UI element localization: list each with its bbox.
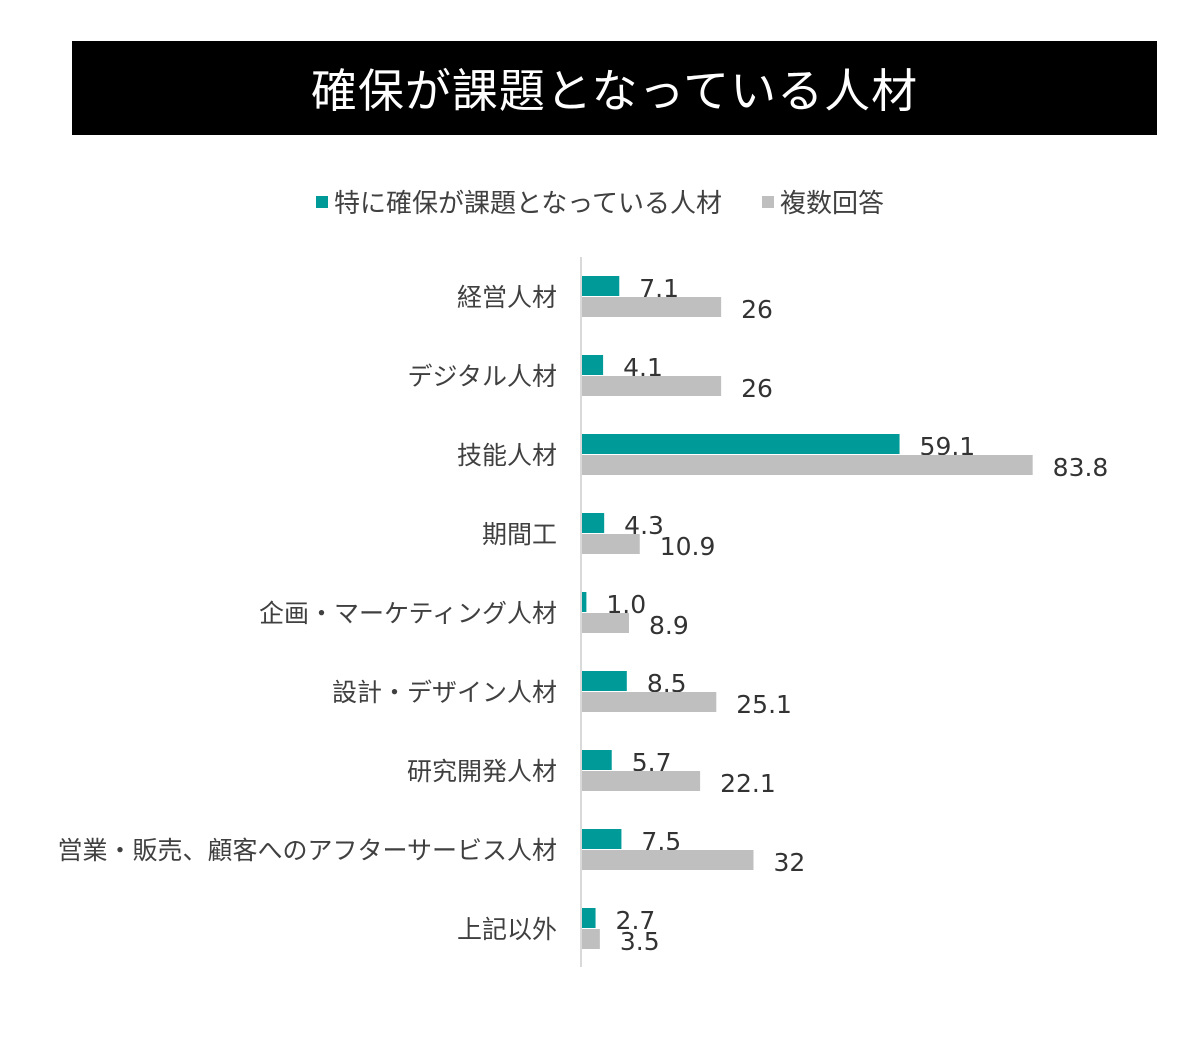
data-label: 22.1 <box>720 769 776 798</box>
category-label: 企画・マーケティング人材 <box>259 599 557 628</box>
category-label: 経営人材 <box>457 283 557 312</box>
bar-multiple <box>581 455 1033 475</box>
category-label: 設計・デザイン人材 <box>332 678 557 707</box>
bar-primary <box>581 434 900 454</box>
data-label: 32 <box>773 848 805 877</box>
category-label: 技能人材 <box>457 441 557 470</box>
legend-label: 複数回答 <box>779 189 884 219</box>
bar-primary <box>581 750 612 770</box>
bar-primary <box>581 276 620 296</box>
category-label: 期間工 <box>482 520 557 549</box>
legend-swatch-teal <box>316 195 329 208</box>
legend-label: 特に確保が課題となっている人材 <box>334 189 722 219</box>
legend-item-primary: 特に確保が課題となっている人材 <box>316 183 722 220</box>
data-label: 3.5 <box>620 927 660 956</box>
legend-swatch-gray <box>761 195 774 208</box>
bar-multiple <box>581 297 722 317</box>
category-label: 研究開発人材 <box>407 757 557 786</box>
data-label: 25.1 <box>736 690 792 719</box>
category-label: 営業・販売、顧客へのアフターサービス人材 <box>57 836 557 865</box>
category-label: デジタル人材 <box>407 362 557 391</box>
legend: 特に確保が課題となっている人材 複数回答 <box>0 183 1200 220</box>
bar-primary <box>581 829 622 849</box>
bar-multiple <box>581 692 717 712</box>
bar-primary <box>581 671 627 691</box>
data-label: 83.8 <box>1053 453 1109 482</box>
data-label: 8.9 <box>649 611 689 640</box>
bar-primary <box>581 355 604 375</box>
data-label: 26 <box>741 374 773 403</box>
bar-primary <box>581 513 605 533</box>
bar-multiple <box>581 929 600 949</box>
category-label: 上記以外 <box>457 915 557 944</box>
data-label: 26 <box>741 295 773 324</box>
chart-title: 確保が課題となっている人材 <box>72 41 1157 135</box>
data-label: 10.9 <box>660 532 716 561</box>
bar-multiple <box>581 771 701 791</box>
bar-multiple <box>581 376 722 396</box>
data-label: 2.7 <box>616 906 656 935</box>
bar-multiple <box>581 613 629 633</box>
bar-primary <box>581 592 587 612</box>
bar-multiple <box>581 850 754 870</box>
legend-item-multiple: 複数回答 <box>761 183 884 220</box>
bar-primary <box>581 908 596 928</box>
bar-multiple <box>581 534 640 554</box>
